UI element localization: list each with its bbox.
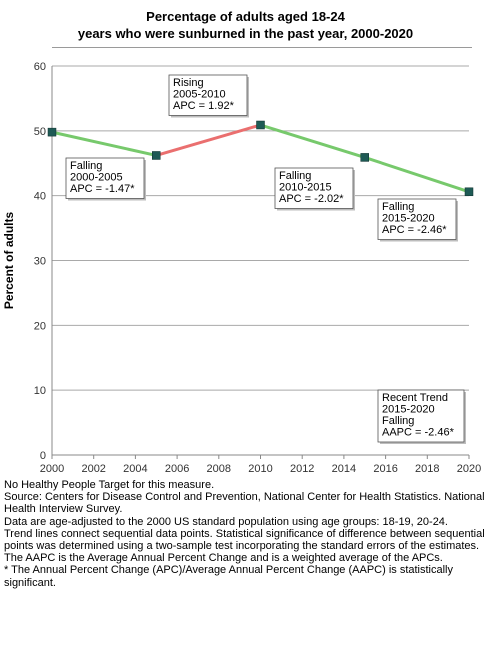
annotation-text: Falling xyxy=(382,201,414,213)
footnote-target: No Healthy People Target for this measur… xyxy=(4,479,215,491)
data-point xyxy=(464,187,474,197)
footnote-age-adjustment: Data are age-adjusted to the 2000 US sta… xyxy=(4,515,448,528)
x-tick-label: 2004 xyxy=(123,463,147,475)
trend-line-falling xyxy=(51,130,157,157)
annotation-box xyxy=(377,389,465,443)
annotation-text: APC = 1.92* xyxy=(173,100,235,112)
footnotes: No Healthy People Target for this measur… xyxy=(4,479,489,589)
annotation-text: 2015-2020 xyxy=(382,404,435,416)
annotation-box xyxy=(65,157,145,199)
annotation-text: Recent Trend xyxy=(382,392,448,404)
x-tick-label: 2008 xyxy=(207,463,231,475)
annotation-text: 2005-2010 xyxy=(173,89,226,101)
title-divider xyxy=(52,47,472,48)
annotation-box xyxy=(274,167,354,209)
x-tick-label: 2000 xyxy=(40,463,64,475)
annotation-box xyxy=(168,74,248,116)
chart-title: Percentage of adults aged 18-24 years wh… xyxy=(0,8,491,42)
y-tick-label: 50 xyxy=(34,126,46,138)
y-tick-label: 40 xyxy=(34,191,46,203)
data-point xyxy=(47,127,57,137)
x-tick-label: 2020 xyxy=(457,463,481,475)
x-tick-label: 2012 xyxy=(290,463,314,475)
line-chart: 0 10 20 30 40 50 60 2000 2002 2004 2006 2008 2010 201… xyxy=(2,61,481,475)
y-tick-label: 0 xyxy=(40,450,46,462)
x-tick-label: 2010 xyxy=(248,463,272,475)
y-tick-label: 30 xyxy=(34,256,46,268)
data-point xyxy=(152,151,161,160)
annotation-text: 2010-2015 xyxy=(279,182,332,194)
y-axis-title: Percent of adults xyxy=(2,212,16,310)
x-tick-label: 2006 xyxy=(165,463,189,475)
annotation-text: Falling xyxy=(279,170,311,182)
footnote-significance: * The Annual Percent Change (APC)/Averag… xyxy=(4,564,454,589)
footnote-source: Source: Centers for Disease Control and … xyxy=(4,491,485,516)
annotation-text: APC = -2.02* xyxy=(279,193,344,205)
chart-title-line-1: Percentage of adults aged 18-24 xyxy=(146,9,345,24)
chart-title-line-2: years who were sunburned in the past yea… xyxy=(77,26,414,41)
annotation-text: Falling xyxy=(70,160,102,172)
annotation-box xyxy=(377,198,457,240)
y-tick-label: 10 xyxy=(34,385,46,397)
annotation-text: 2000-2005 xyxy=(70,172,123,184)
annotation-text: 2015-2020 xyxy=(382,213,435,225)
footnote-aapc: The AAPC is the Average Annual Percent C… xyxy=(4,552,443,565)
x-tick-label: 2018 xyxy=(415,463,439,475)
x-tick-label: 2014 xyxy=(332,463,356,475)
footnote-trend-lines: Trend lines connect sequential data poin… xyxy=(4,527,485,553)
y-tick-label: 20 xyxy=(34,320,46,332)
data-point xyxy=(360,153,369,162)
x-tick-label: 2016 xyxy=(373,463,397,475)
annotation-text: Rising xyxy=(173,77,204,89)
annotation-text: Falling xyxy=(382,415,414,427)
data-point xyxy=(256,120,265,130)
annotation-text: APC = -2.46* xyxy=(382,224,447,236)
x-tick-label: 2002 xyxy=(81,463,105,475)
y-tick-label: 60 xyxy=(34,61,46,73)
annotation-text: APC = -1.47* xyxy=(70,183,135,195)
annotation-text: AAPC = -2.46* xyxy=(382,427,455,439)
trend-line-rising xyxy=(155,123,261,157)
